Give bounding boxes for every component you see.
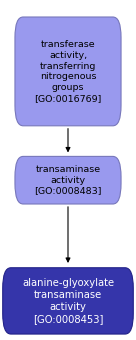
FancyBboxPatch shape [15, 17, 121, 126]
Text: alanine-glyoxylate
transaminase
activity
[GO:0008453]: alanine-glyoxylate transaminase activity… [22, 278, 114, 324]
FancyBboxPatch shape [3, 268, 133, 334]
Text: transaminase
activity
[GO:0008483]: transaminase activity [GO:0008483] [34, 165, 102, 196]
FancyBboxPatch shape [15, 156, 121, 204]
Text: transferase
activity,
transferring
nitrogenous
groups
[GO:0016769]: transferase activity, transferring nitro… [34, 40, 102, 103]
